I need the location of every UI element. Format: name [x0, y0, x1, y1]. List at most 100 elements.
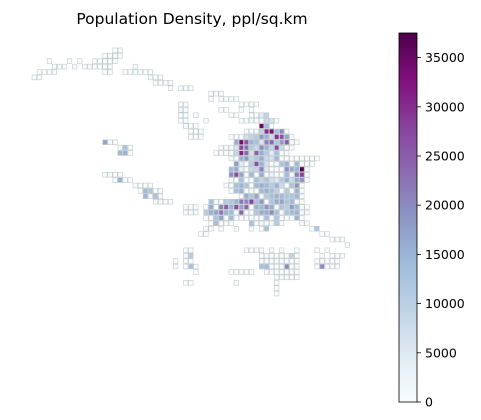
map-cell	[329, 236, 335, 243]
map-cell	[258, 123, 265, 129]
map-cell	[218, 150, 224, 156]
colorbar-tick-label: 5000	[425, 345, 457, 360]
map-cell	[269, 117, 275, 124]
map-cell	[294, 215, 300, 221]
map-cell	[218, 204, 224, 210]
map-cell	[279, 171, 285, 178]
map-cell	[279, 166, 285, 172]
map-cell	[238, 177, 244, 183]
map-cell	[183, 209, 189, 216]
colorbar-tick-label: 20000	[425, 198, 465, 213]
map-cell	[279, 263, 285, 270]
map-cell	[253, 188, 259, 194]
map-cell	[289, 193, 295, 199]
map-cell	[248, 269, 254, 275]
map-cell	[107, 58, 113, 64]
map-cell	[264, 220, 270, 227]
map-cell	[168, 199, 174, 205]
colorbar-tick-label: 10000	[425, 296, 465, 311]
map-cell	[284, 128, 290, 135]
colorbar-gradient	[398, 32, 418, 403]
map-cell	[238, 166, 244, 172]
map-cell	[228, 96, 234, 102]
map-cell	[258, 177, 265, 183]
map-cell	[223, 220, 229, 227]
map-cell	[269, 209, 275, 216]
map-cell	[289, 263, 295, 270]
map-cell	[264, 150, 270, 156]
map-cell	[289, 204, 295, 210]
map-cell	[243, 117, 249, 124]
map-cell	[274, 204, 280, 210]
map-cell	[289, 171, 295, 178]
map-cell	[223, 150, 229, 156]
map-cell	[238, 182, 244, 189]
map-cell	[314, 247, 320, 254]
map-cell	[97, 63, 103, 70]
map-cell	[299, 199, 305, 205]
map-cell	[208, 220, 214, 227]
map-cell	[188, 280, 194, 286]
map-cell	[253, 171, 259, 178]
map-cell	[334, 263, 340, 270]
map-cell	[334, 258, 340, 264]
map-cell	[107, 171, 113, 178]
map-cell	[87, 63, 93, 70]
map-cell	[233, 112, 239, 118]
map-cell	[264, 188, 270, 194]
map-cell	[117, 47, 123, 54]
map-cell	[198, 231, 204, 237]
map-cell	[264, 123, 270, 129]
map-cell	[279, 199, 285, 205]
map-cell	[274, 290, 280, 297]
map-cell	[238, 269, 244, 275]
map-cell	[284, 150, 290, 156]
map-cell	[233, 166, 239, 172]
map-cell	[228, 220, 234, 227]
map-cell	[243, 182, 249, 189]
map-cell	[299, 188, 305, 194]
map-cell	[193, 128, 199, 135]
map-cell	[213, 204, 219, 210]
map-cell	[238, 134, 244, 140]
map-cell	[168, 85, 174, 91]
map-cell	[269, 193, 275, 199]
map-cell	[188, 253, 194, 259]
map-cell	[203, 204, 209, 210]
map-cell	[228, 112, 234, 118]
map-cell	[223, 107, 229, 113]
map-cell	[56, 63, 63, 70]
map-cell	[258, 171, 265, 178]
map-cell	[264, 117, 270, 124]
map-cell	[193, 112, 199, 118]
map-cell	[92, 63, 98, 70]
map-cell	[248, 144, 254, 151]
map-cell	[274, 177, 280, 183]
map-cell	[274, 182, 280, 189]
map-cell	[248, 177, 254, 183]
map-cell	[238, 107, 244, 113]
map-cell	[258, 247, 265, 254]
map-cell	[233, 171, 239, 178]
map-cell	[147, 188, 153, 194]
map-cell	[107, 53, 113, 59]
map-cell	[258, 253, 265, 259]
map-cell	[258, 139, 265, 145]
colorbar-ticks: 0 5000 10000 15000 20000 25000 30000 35000	[417, 50, 465, 410]
map-cell	[193, 263, 199, 270]
map-cell	[284, 139, 290, 145]
map-cell	[233, 199, 239, 205]
map-cell	[274, 285, 280, 291]
map-cell	[223, 204, 229, 210]
map-cell	[284, 166, 290, 172]
map-cell	[122, 69, 128, 75]
map-cell	[183, 247, 189, 254]
map-cell	[218, 199, 224, 205]
map-cell	[324, 263, 330, 270]
map-cell	[264, 139, 270, 145]
map-cell	[213, 215, 219, 221]
map-cell	[152, 74, 158, 81]
map-cell	[264, 161, 270, 167]
map-cell	[258, 144, 265, 151]
map-cell	[258, 258, 265, 264]
